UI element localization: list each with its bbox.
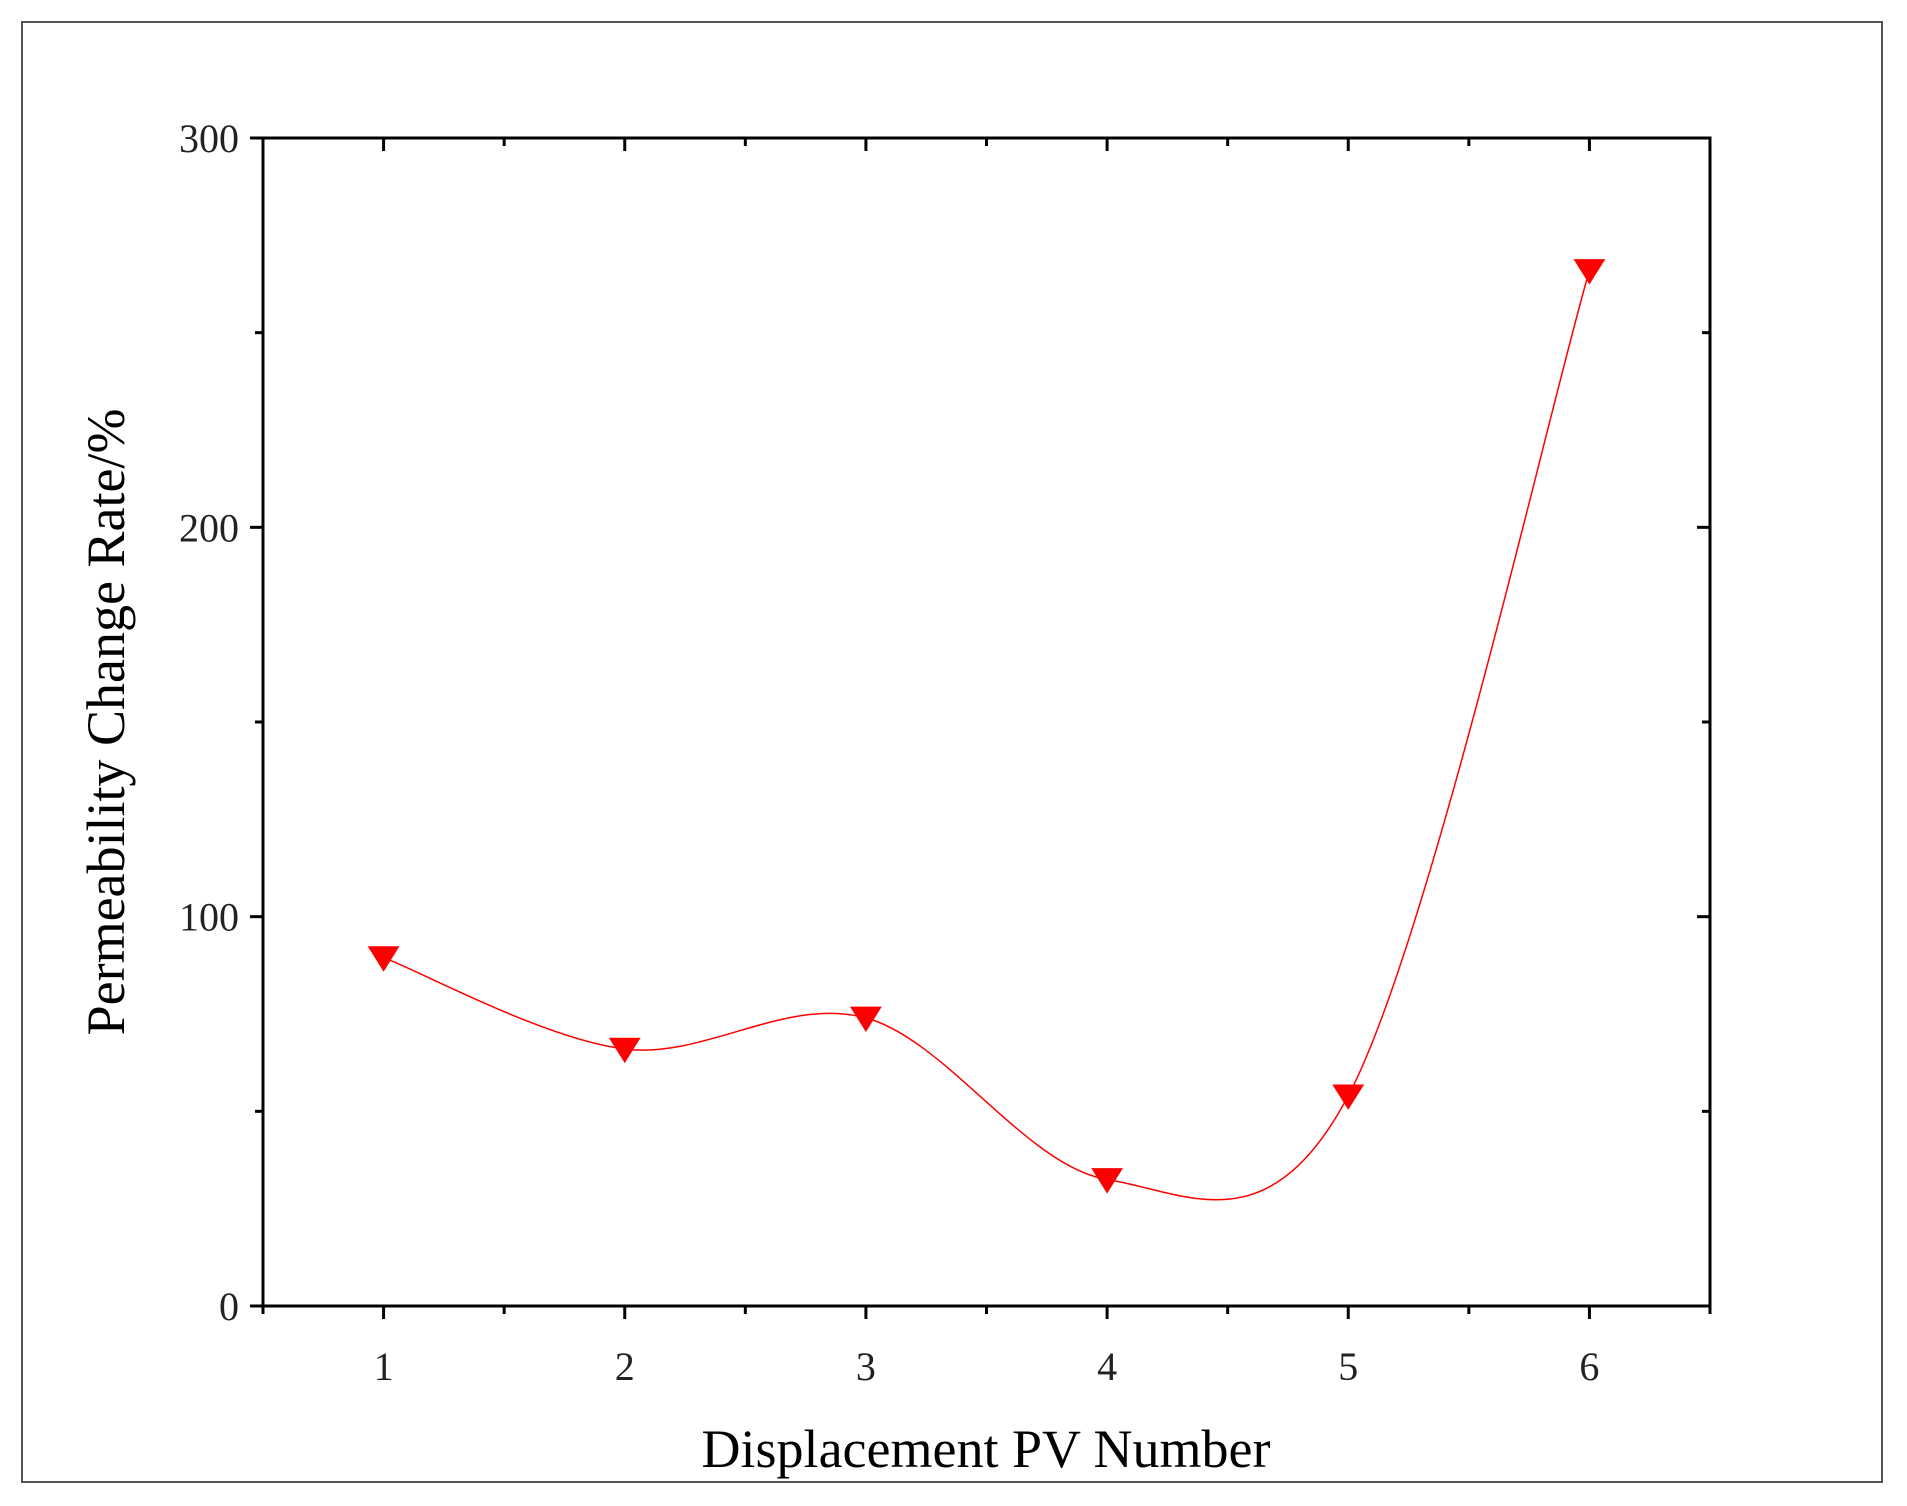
y-tick-label: 0	[219, 1284, 239, 1329]
data-point-marker	[850, 1006, 882, 1033]
figure-frame	[21, 21, 1883, 1483]
y-tick-label: 300	[179, 116, 239, 161]
data-point-marker	[1573, 259, 1606, 285]
data-point-marker	[1091, 1168, 1123, 1194]
y-axis-tick-labels: 0 100 200 300	[179, 116, 239, 1329]
data-point-marker	[608, 1037, 641, 1064]
x-tick-label: 6	[1579, 1344, 1599, 1389]
y-axis-ticks	[250, 136, 1710, 1308]
x-tick-label: 5	[1338, 1344, 1358, 1389]
y-tick-label: 100	[179, 895, 239, 940]
x-axis-tick-labels: 1 2 3 4 5 6	[374, 1344, 1600, 1389]
data-point-marker	[367, 946, 400, 972]
x-tick-label: 2	[615, 1344, 635, 1389]
x-tick-label: 1	[374, 1344, 394, 1389]
data-point-marker	[1332, 1084, 1365, 1110]
y-axis-title: Permeability Change Rate/%	[76, 409, 136, 1036]
y-tick-label: 200	[179, 505, 239, 550]
x-axis-title: Displacement PV Number	[702, 1419, 1271, 1479]
marker-layer	[367, 259, 1606, 1194]
x-tick-label: 3	[856, 1344, 876, 1389]
x-tick-label: 4	[1097, 1344, 1117, 1389]
